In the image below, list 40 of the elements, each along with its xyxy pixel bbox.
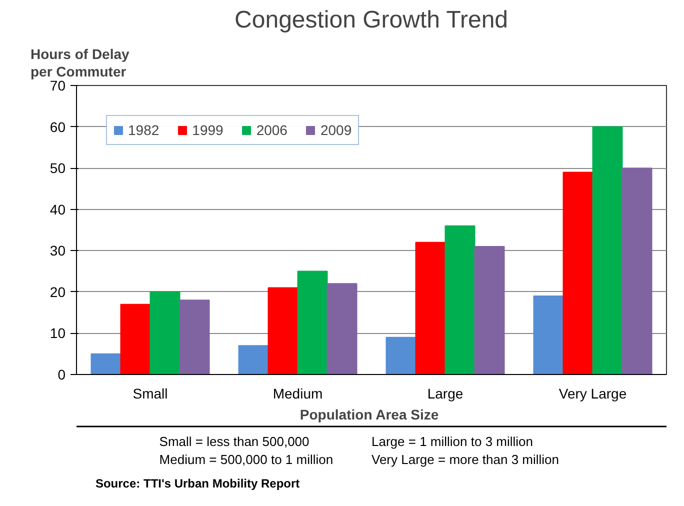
bar — [622, 168, 652, 374]
x-tick-label: Small — [132, 386, 168, 402]
legend-label: 1982 — [128, 122, 160, 138]
y-tick-label: 30 — [50, 242, 66, 259]
bar — [179, 300, 210, 374]
text: Very Large = more than 3 million — [372, 452, 560, 467]
bar — [592, 126, 623, 374]
y-tick-label: 10 — [50, 325, 66, 342]
x-tick-label: Large — [427, 386, 464, 402]
bar — [326, 283, 358, 374]
y-tick-label: 50 — [50, 160, 66, 176]
bar — [533, 296, 564, 374]
x-axis-title: Population Area Size — [300, 406, 439, 422]
bar — [268, 287, 298, 374]
y-tick-label: 20 — [50, 284, 66, 300]
bar — [415, 242, 446, 374]
y-tick-label: 60 — [50, 118, 66, 135]
bar — [150, 291, 180, 374]
text: Medium = 500,000 to 1 million — [159, 452, 334, 467]
bar — [386, 336, 416, 374]
text: Large = 1 million to 3 million — [372, 434, 533, 449]
chart-title: Congestion Growth Trend — [234, 6, 508, 34]
x-tick-label: Very Large — [558, 386, 627, 402]
bar — [120, 304, 151, 374]
y-tick-label: 70 — [50, 78, 66, 94]
bar — [444, 225, 476, 374]
legend-label: 2006 — [256, 122, 288, 138]
y-axis-title: Hours of Delay per Commuter — [30, 46, 130, 80]
y-tick-label: 0 — [58, 366, 66, 382]
bar — [562, 172, 594, 374]
text: Small = less than 500,000 — [159, 434, 310, 449]
legend-label: 2009 — [320, 122, 352, 138]
legend-label: 1999 — [192, 122, 224, 138]
source-note: Source: TTI's Urban Mobility Report — [95, 476, 300, 490]
bar — [90, 353, 122, 374]
bar — [238, 345, 269, 374]
bar — [297, 270, 328, 374]
bar — [474, 246, 505, 374]
y-tick-label: 40 — [50, 201, 66, 218]
x-tick-label: Medium — [272, 386, 323, 402]
